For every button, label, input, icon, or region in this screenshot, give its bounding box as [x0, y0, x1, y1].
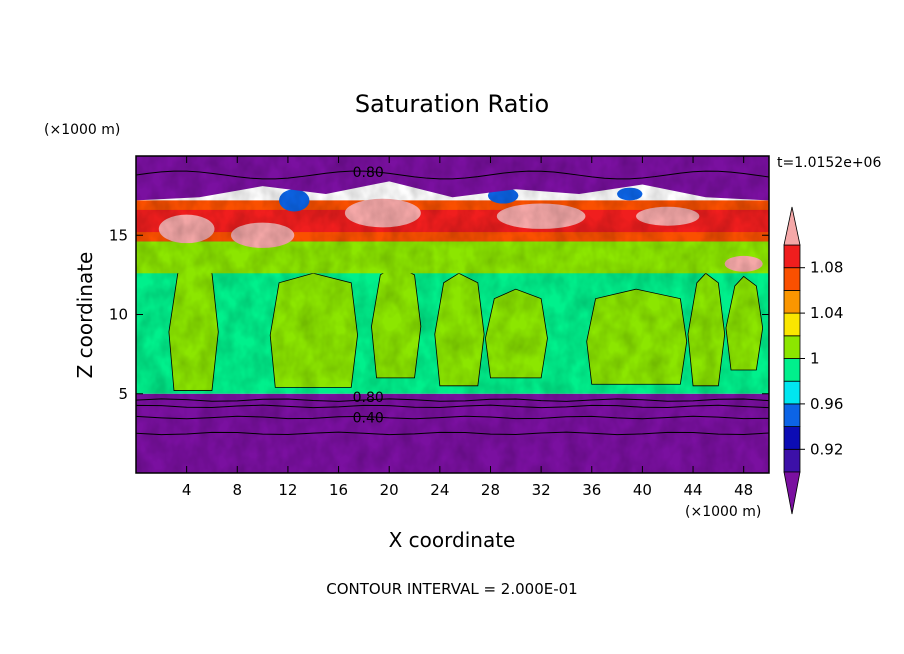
- contour-line: [136, 431, 769, 436]
- y-axis: 5 10 15: [109, 226, 769, 403]
- x-axis-label: X coordinate: [389, 528, 516, 552]
- colorbar-tick-label: 1: [810, 350, 820, 368]
- x-tick-label: 20: [380, 481, 399, 499]
- x-tick-label: 32: [532, 481, 551, 499]
- x-tick-label: 24: [430, 481, 449, 499]
- contour-label: 0.40: [353, 411, 384, 427]
- contour-labels: 0.80 0.80 0.40: [353, 165, 384, 427]
- contour-line: [136, 415, 769, 420]
- colorbar-band: [783, 244, 801, 269]
- x-tick-label: 16: [329, 481, 348, 499]
- x-tick-label: 4: [182, 481, 192, 499]
- x-tick-label: 12: [278, 481, 297, 499]
- colorbar: 0.92 0.96 1 1.04 1.08: [783, 206, 843, 515]
- colorbar-band: [783, 403, 801, 427]
- x-tick-label: 44: [683, 481, 702, 499]
- heatmap-field: [136, 156, 769, 473]
- colorbar-band: [783, 358, 801, 382]
- y-tick-label: 5: [118, 385, 128, 403]
- contour-label: 0.80: [353, 390, 384, 406]
- colorbar-tick-label: 1.04: [810, 304, 843, 322]
- colorbar-tick-label: 0.96: [810, 395, 843, 413]
- time-label: t=1.0152e+06: [777, 155, 881, 171]
- chart-title: Saturation Ratio: [355, 90, 549, 118]
- colorbar-band: [783, 426, 801, 450]
- x-axis: 4 8 12 16 20 24 28 32 36 40 44 48: [182, 156, 753, 499]
- x-tick-label: 28: [481, 481, 500, 499]
- contour-line: [136, 404, 769, 409]
- z-unit-label: (×1000 m): [44, 122, 120, 138]
- contour-label: 0.80: [353, 165, 384, 181]
- y-tick-label: 10: [109, 306, 128, 324]
- colorbar-band: [783, 448, 801, 473]
- colorbar-tick-label: 1.08: [810, 259, 843, 277]
- y-tick-label: 15: [109, 226, 128, 244]
- x-tick-label: 36: [582, 481, 601, 499]
- x-unit-label: (×1000 m): [685, 504, 761, 520]
- colorbar-under-triangle: [783, 471, 801, 515]
- contour-interval-footer: CONTOUR INTERVAL = 2.000E-01: [326, 580, 577, 598]
- x-tick-label: 8: [233, 481, 243, 499]
- contour-line: [136, 398, 769, 402]
- colorbar-band: [783, 380, 801, 405]
- colorbar-band: [783, 335, 801, 359]
- y-axis-label: Z coordinate: [73, 252, 97, 379]
- colorbar-tick-label: 0.92: [810, 440, 843, 458]
- x-tick-label: 40: [633, 481, 652, 499]
- field-texture: [136, 156, 769, 473]
- colorbar-band: [783, 312, 801, 337]
- colorbar-band: [783, 267, 801, 291]
- contour-line: [136, 170, 769, 180]
- colorbar-over-triangle: [783, 206, 801, 246]
- x-tick-label: 48: [734, 481, 753, 499]
- colorbar-band: [783, 289, 801, 314]
